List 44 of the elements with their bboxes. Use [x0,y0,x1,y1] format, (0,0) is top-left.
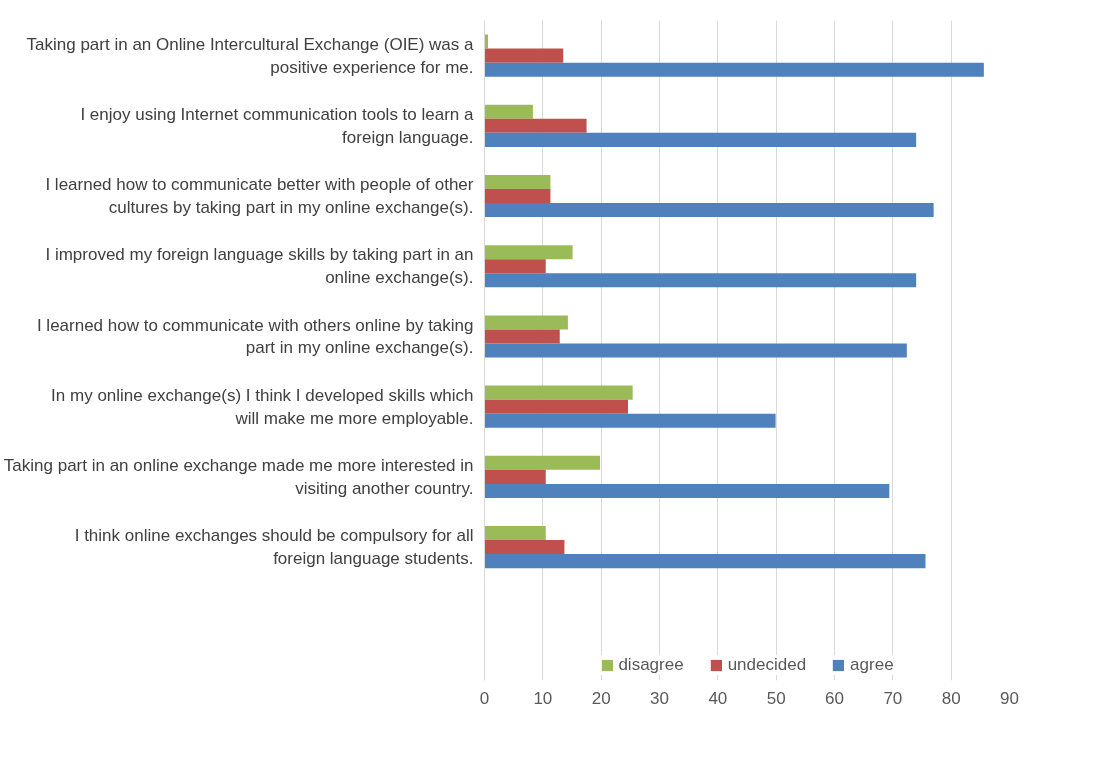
y-tick-label: I learned how to communicate with others online by taking part in my online exchange(s). [36,315,474,358]
bar [484,413,776,428]
y-tick-label: Taking part in an Online Intercultural Exchange (OIE) was a positive experience for me. [26,34,475,77]
bar [484,62,984,77]
y-tick-label: In my online exchange(s) I think I developed skills which will make me more employable. [51,385,474,428]
bar [484,455,600,470]
x-tick-label: 80 [941,688,961,708]
legend-label: agree [850,655,894,675]
x-tick-label: 20 [591,688,611,708]
y-tick-label: I think online exchanges should be compulsory for all foreign language students. [74,526,474,568]
x-tick-label: 70 [883,688,903,708]
y-tick-label: I enjoy using Internet communication tools to learn a foreign language. [80,104,475,147]
y-tick-label: Taking part in an online exchange made me more interested in visiting another country. [3,455,474,498]
x-tick-label: 60 [825,688,844,708]
bar [484,259,546,274]
x-tick-label: 50 [766,688,786,708]
bar [484,48,564,63]
bar [484,273,917,288]
x-tick-label: 90 [1000,688,1019,708]
x-tick-label: 40 [708,688,728,708]
bar [484,118,587,133]
y-tick-label: I improved my foreign language skills by taking part in an online exchange(s). [45,245,474,288]
x-tick-label: 10 [533,688,553,708]
bar [484,132,917,147]
bar [484,104,533,119]
bar [484,203,934,218]
bar [484,554,926,569]
y-tick-label: I learned how to communicate better with people of other cultures by taking part in my online exchange(s). [45,175,474,217]
bar [484,189,551,204]
x-tick-label: 0 [479,688,490,708]
bar [484,245,573,260]
legend-label: disagree [618,655,684,675]
bar [484,540,565,555]
bar [484,469,546,484]
bar [484,399,628,414]
x-tick-label: 30 [650,688,669,708]
bar [484,526,546,541]
legend-label: undecided [727,655,807,675]
bar [484,329,560,344]
bar [484,174,551,190]
bar [484,315,568,330]
bar [484,343,907,358]
bar [484,385,633,400]
bar [484,483,890,498]
